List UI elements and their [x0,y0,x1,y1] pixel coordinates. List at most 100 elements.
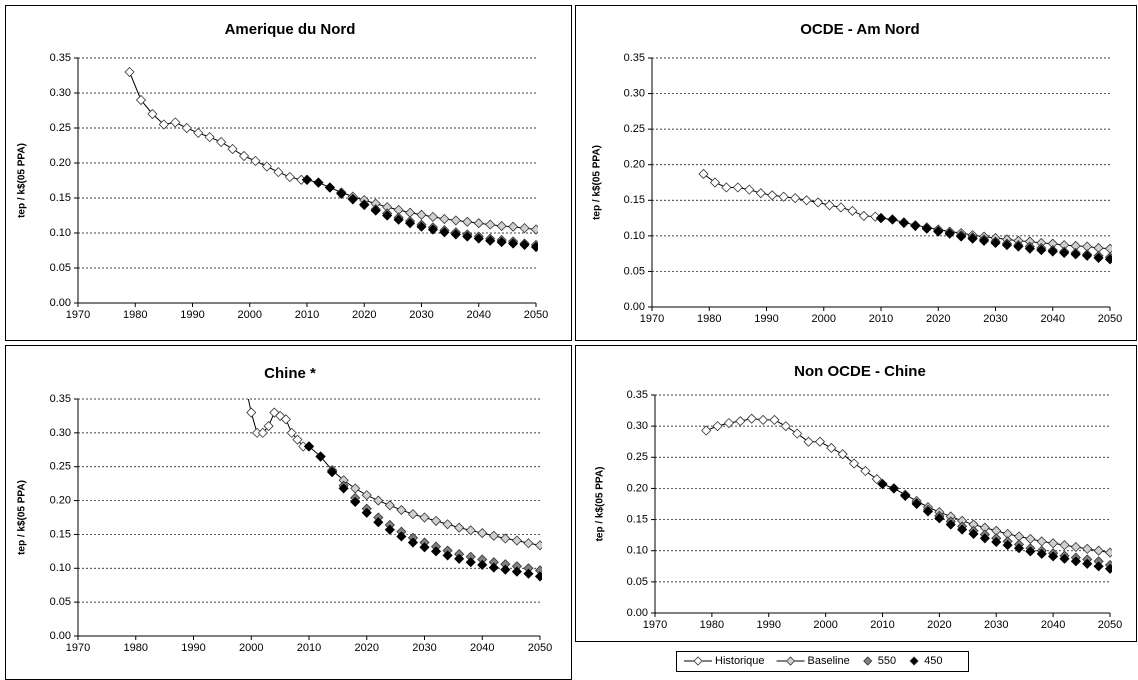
plot-area [241,381,542,582]
data-point [465,557,476,568]
x-tick-label: 2010 [297,642,321,654]
data-point [519,239,530,250]
chart-title: Amerique du Nord [225,21,356,38]
data-point [826,442,837,454]
data-point [373,495,384,506]
data-point [488,530,499,541]
data-point [814,436,826,447]
data-point [361,507,372,518]
data-point [257,427,268,438]
data-point [135,94,147,106]
data-point [1104,254,1112,265]
data-point [384,524,395,535]
data-point [979,533,990,544]
data-point [350,483,361,494]
data-point [735,416,746,427]
data-point [1093,545,1104,556]
legend-label: Historique [715,655,765,667]
data-point [327,467,338,478]
data-point [496,237,507,248]
x-tick-label: 2000 [239,642,263,654]
x-tick-label: 2010 [869,313,893,325]
data-point [534,540,542,551]
data-point [945,519,956,530]
data-point [1082,250,1093,261]
data-point [1070,249,1081,260]
y-tick-label: 0.05 [627,576,648,588]
data-point [427,211,439,222]
x-tick-label: 2030 [983,313,1007,325]
y-tick-label: 0.15 [50,192,71,204]
y-tick-label: 0.30 [627,420,648,432]
data-point [1093,561,1104,572]
data-point [473,233,484,244]
data-point [900,490,911,501]
data-point [723,417,735,429]
data-point [990,237,1001,249]
x-tick-label: 2000 [238,309,262,321]
data-point [241,381,250,390]
data-point [404,218,416,229]
data-point [1001,240,1013,251]
legend-label: 450 [924,655,942,667]
data-point [1036,245,1047,256]
data-point [336,188,347,199]
data-point [273,167,284,178]
y-axis-label: tep / k$(05 PPA) [17,480,28,555]
data-point [792,428,803,439]
data-point [871,474,882,485]
x-tick-label: 2010 [295,309,319,321]
data-point [769,414,780,425]
data-point [269,407,280,418]
data-point [1013,241,1024,252]
data-point [978,235,990,246]
data-point [744,184,755,195]
y-tick-label: 0.15 [624,194,645,206]
panel-border [5,345,572,680]
panel-border [5,5,572,341]
data-point [275,410,286,421]
data-point [450,215,461,226]
data-point [263,421,274,432]
y-axis-label: tep / k$(05 PPA) [595,467,606,542]
data-point [1048,551,1059,562]
data-point [991,536,1002,548]
y-tick-label: 0.10 [624,230,645,242]
x-tick-label: 2000 [812,313,836,325]
data-point [922,506,934,517]
data-point [416,209,427,220]
data-point [1025,546,1036,557]
panel-border [575,345,1137,642]
y-tick-label: 0.30 [50,427,71,439]
y-tick-label: 0.35 [50,393,71,405]
data-point [910,220,921,231]
y-tick-label: 0.15 [627,513,648,525]
data-point [1070,541,1081,553]
data-point [511,535,522,546]
data-point [887,214,898,225]
data-point [158,119,169,130]
x-tick-label: 1990 [757,619,781,631]
data-point [1070,556,1081,567]
data-point [921,223,932,234]
data-point [238,150,250,162]
chart-title: OCDE - Am Nord [800,21,919,38]
chart-title: Non OCDE - Chine [794,363,926,380]
data-point [534,571,542,582]
data-point [1093,252,1104,263]
data-point [280,414,291,425]
data-point [1048,538,1059,549]
data-point [370,205,381,216]
x-tick-label: 2040 [467,309,491,321]
data-point [359,199,370,211]
data-point [530,224,538,235]
x-tick-label: 2030 [984,619,1008,631]
y-tick-label: 0.35 [50,52,71,64]
data-point [454,553,465,564]
data-point [485,219,496,230]
data-point [1036,548,1047,559]
data-point [477,559,488,570]
data-point [898,217,909,229]
y-tick-label: 0.00 [624,301,645,313]
data-point [911,498,922,510]
